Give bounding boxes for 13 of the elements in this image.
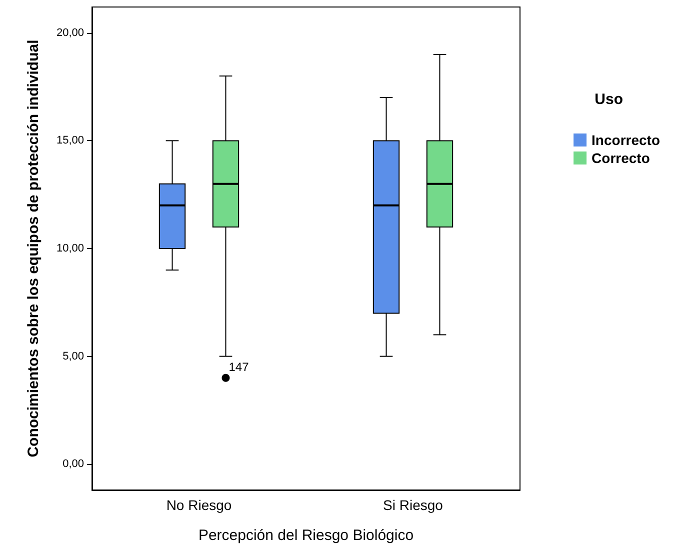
y-tick-label: 10,00 [56,242,84,254]
y-tick-label: 15,00 [56,134,84,147]
y-tick-label: 0,00 [62,458,84,470]
x-axis-title: Percepción del Riesgo Biológico [198,527,414,544]
legend-label: Incorrecto [592,132,660,148]
legend-label: Correcto [592,150,650,166]
y-tick-label: 20,00 [56,26,84,39]
annotation: 147 [228,360,250,374]
x-tick-label: No Riesgo [166,497,232,513]
y-tick-label: 5,00 [62,350,84,362]
y-axis-title: Conocimientos sobre los equipos de protección individual [25,40,42,458]
x-tick-label: Si Riesgo [383,497,444,513]
legend-title: Uso [594,91,624,108]
